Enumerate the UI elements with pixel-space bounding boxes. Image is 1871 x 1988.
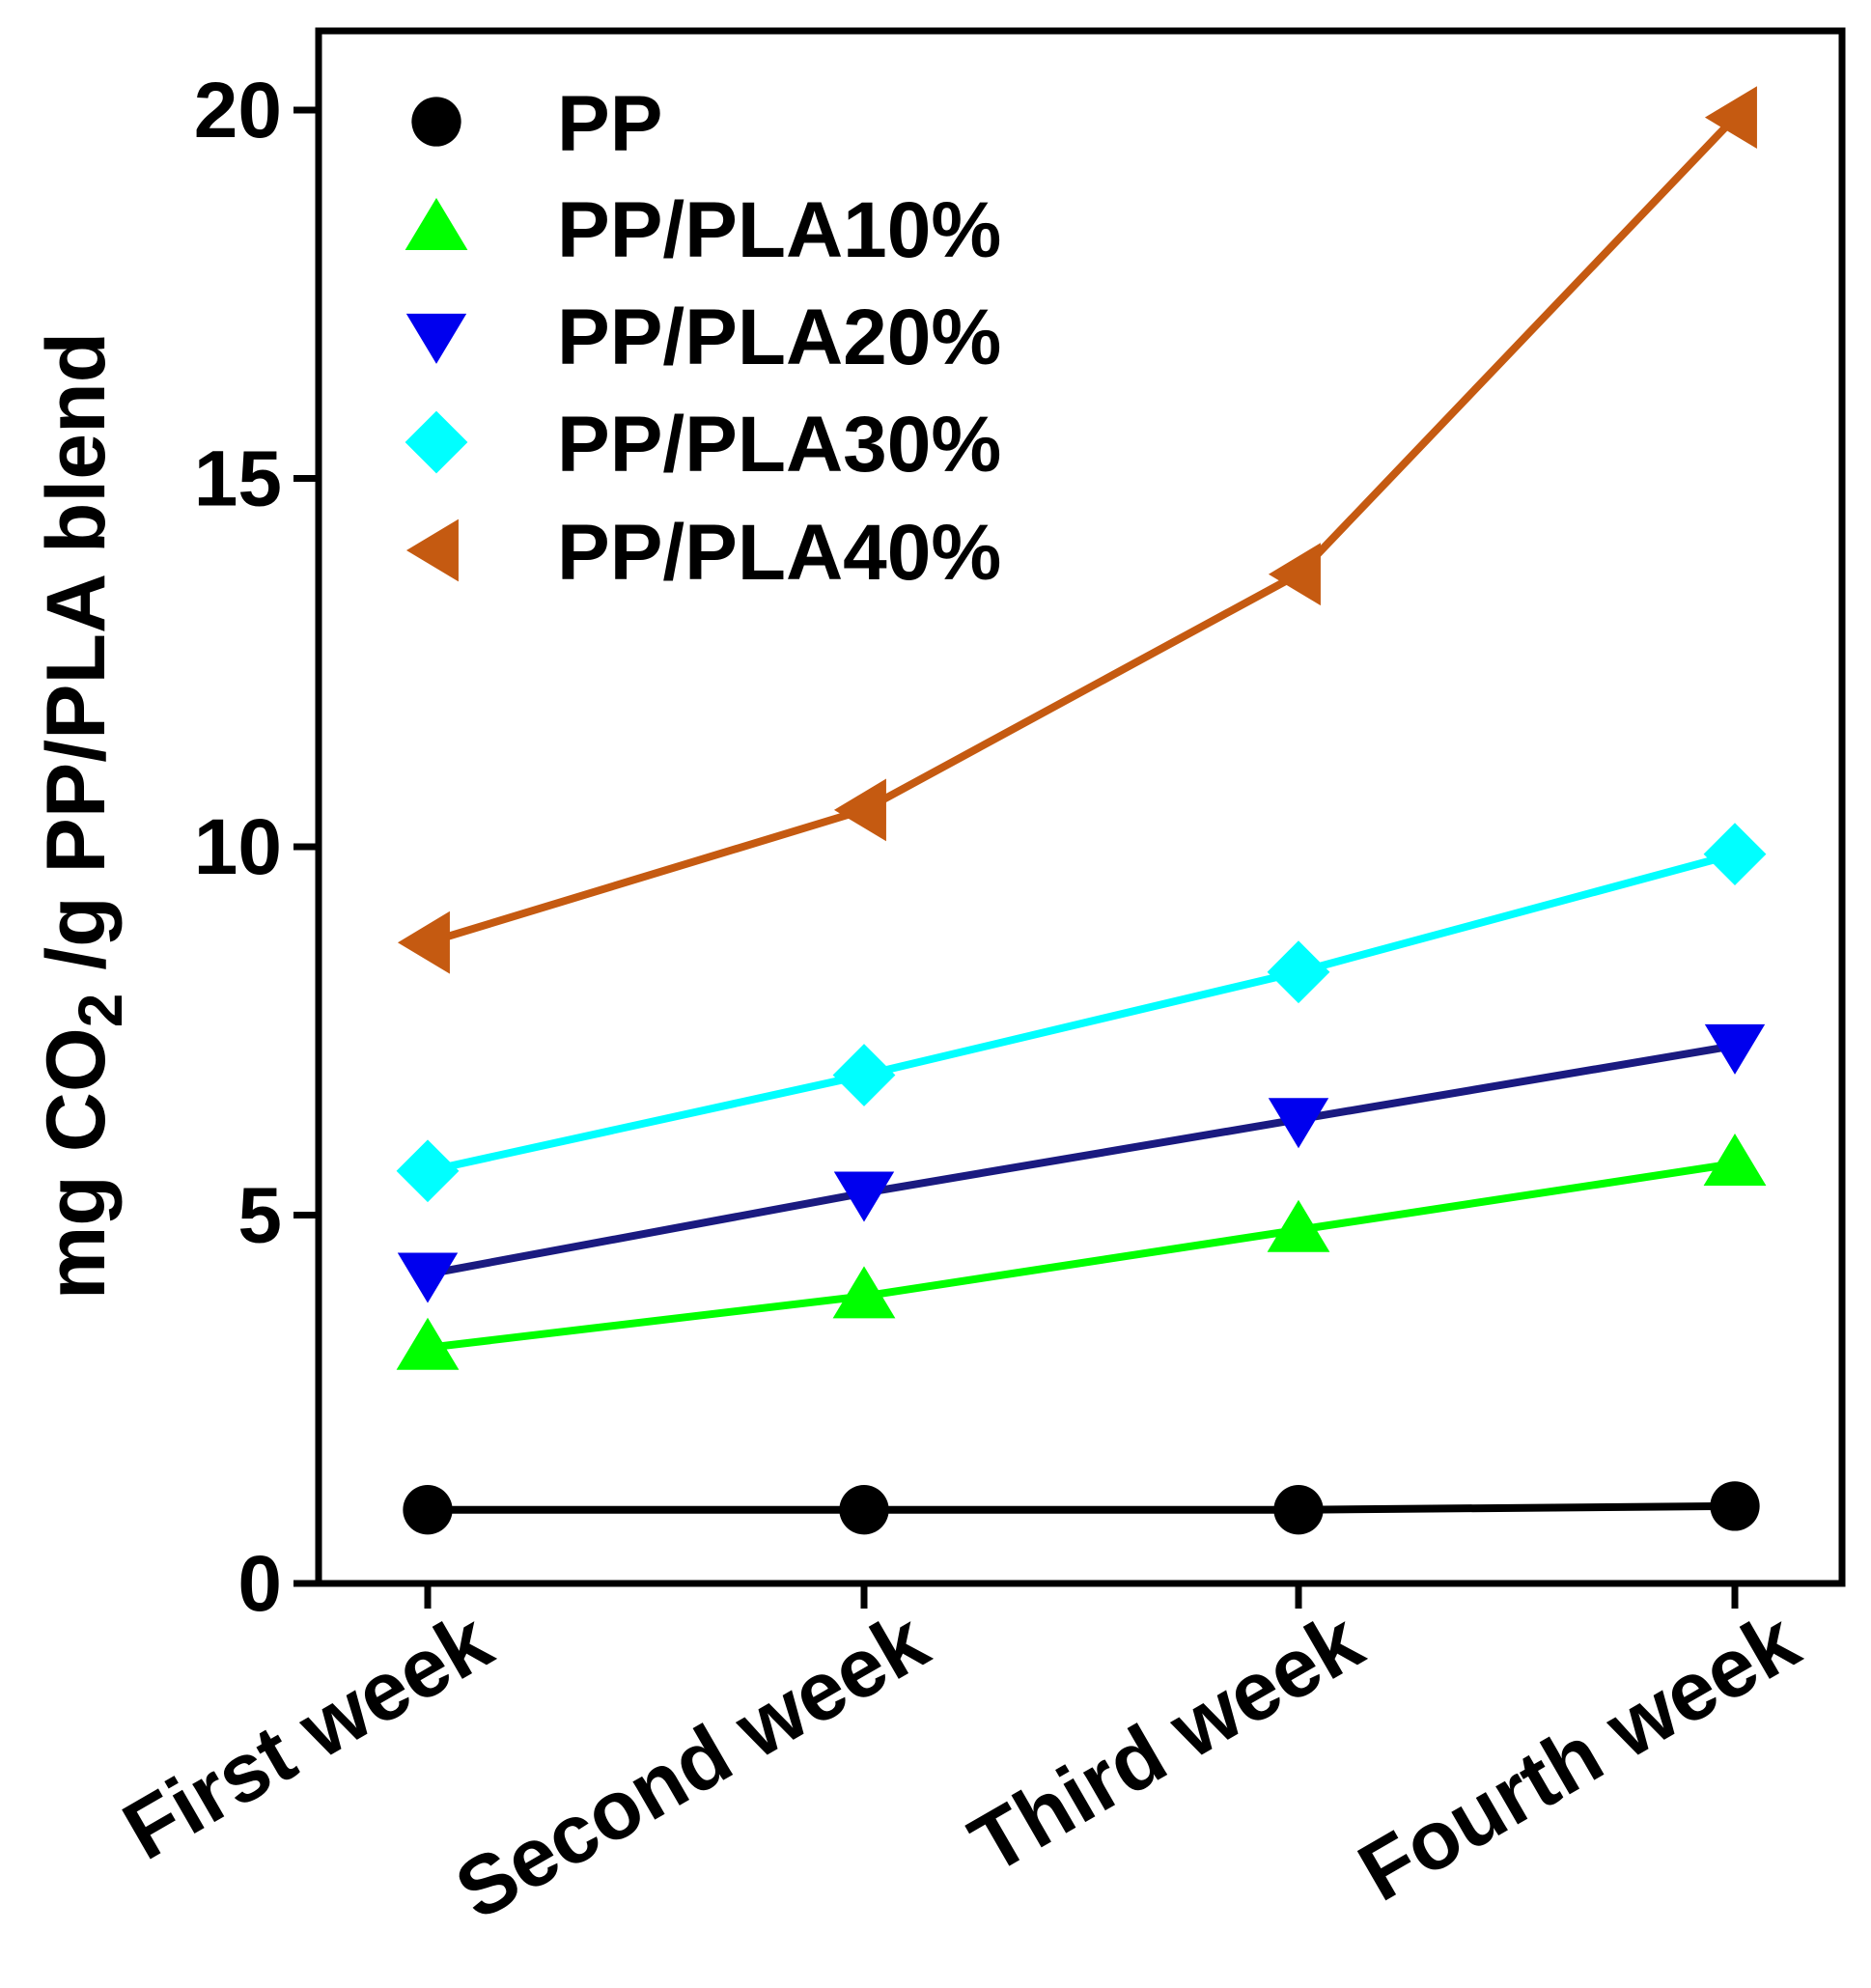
data-point <box>397 910 450 974</box>
data-point <box>396 1139 460 1203</box>
data-point <box>1703 823 1767 886</box>
data-point <box>1703 1134 1767 1187</box>
legend-label: PP <box>557 80 662 168</box>
y-tick-label: 5 <box>237 1172 282 1260</box>
data-point <box>1267 1199 1330 1252</box>
y-axis-title-prefix: mg CO <box>30 1027 123 1300</box>
data-point <box>832 1266 896 1319</box>
legend-marker <box>411 97 461 147</box>
plot-frame <box>315 27 1846 1587</box>
y-tick-label: 15 <box>194 435 282 523</box>
data-point <box>1267 940 1330 1004</box>
series-PP/PLA40% <box>397 86 1757 974</box>
data-point <box>1704 1023 1766 1075</box>
series-PP <box>403 1481 1760 1535</box>
legend-marker <box>405 197 468 250</box>
series-line <box>428 1501 1736 1514</box>
legend-label: PP/PLA10% <box>557 186 1001 274</box>
legend-label: PP/PLA20% <box>557 294 1001 381</box>
legend-label: PP/PLA40% <box>557 509 1001 597</box>
series-PP/PLA10% <box>396 1134 1767 1370</box>
y-axis: 0 5 10 15 20 <box>194 67 319 1628</box>
legend-marker <box>405 313 467 364</box>
y-axis-title: mg CO2 /g PP/PLA blend <box>30 332 135 1300</box>
y-axis-title-subscript: 2 <box>66 994 135 1028</box>
data-point <box>833 778 886 842</box>
legend-marker <box>405 518 459 582</box>
y-tick-label: 20 <box>194 67 282 154</box>
y-tick-label: 0 <box>237 1540 282 1628</box>
data-point <box>832 1044 896 1106</box>
series-PP/PLA30% <box>396 823 1767 1203</box>
data-point <box>1268 543 1321 606</box>
data-point <box>1710 1481 1760 1531</box>
series-line <box>427 1042 1736 1278</box>
series-PP/PLA20% <box>397 1023 1766 1303</box>
data-point <box>1704 86 1757 150</box>
y-axis-title-suffix: /g PP/PLA blend <box>30 332 123 994</box>
data-point <box>1268 1098 1329 1149</box>
y-tick-label: 10 <box>194 803 282 891</box>
data-point <box>397 1252 459 1303</box>
data-point <box>1273 1485 1324 1535</box>
series-line <box>427 850 1737 1175</box>
legend-marker <box>405 410 468 474</box>
legend-label: PP/PLA30% <box>557 401 1001 489</box>
series-line <box>426 114 1738 947</box>
legend: PP PP/PLA10% PP/PLA20% PP/PLA30% PP/PLA40% <box>405 80 1001 597</box>
series-layer <box>396 86 1767 1535</box>
data-point <box>839 1485 889 1535</box>
data-point <box>396 1317 460 1370</box>
data-point <box>403 1485 453 1535</box>
series-line <box>427 1160 1736 1352</box>
data-point <box>833 1171 895 1222</box>
